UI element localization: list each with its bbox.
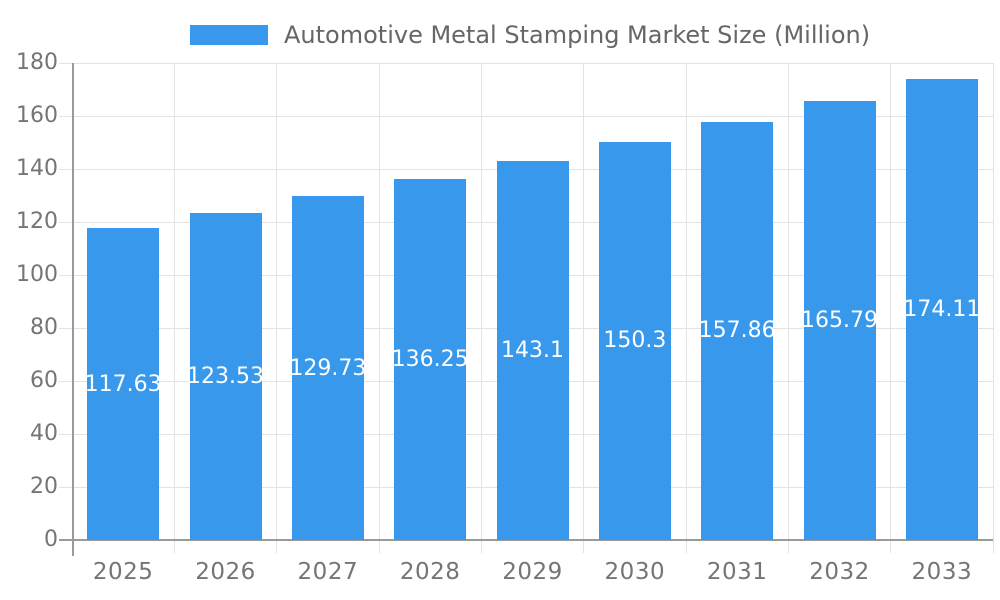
bar-2029[interactable]: 143.1 xyxy=(496,160,569,540)
x-axis-tick-label: 2030 xyxy=(604,559,666,585)
bar-value-label: 136.25 xyxy=(391,346,469,372)
legend[interactable]: Automotive Metal Stamping Market Size (M… xyxy=(190,21,870,49)
bar-value-label: 174.11 xyxy=(903,296,981,322)
x-axis-line xyxy=(59,539,993,541)
y-axis-line xyxy=(72,63,74,556)
y-axis-tick-label: 160 xyxy=(16,103,58,128)
bar-2027[interactable]: 129.73 xyxy=(289,196,367,540)
y-axis-tick-label: 100 xyxy=(16,262,58,287)
bar-2025[interactable]: 117.63 xyxy=(84,228,162,540)
y-axis-tick-label: 40 xyxy=(30,421,58,446)
x-axis-tick-label: 2027 xyxy=(297,559,359,585)
y-axis-tick-label: 140 xyxy=(16,156,58,181)
legend-swatch xyxy=(190,25,268,45)
bar-value-label: 117.63 xyxy=(84,371,162,397)
y-axis-tick-label: 80 xyxy=(30,315,58,340)
y-axis-tick-label: 0 xyxy=(44,527,58,552)
y-axis-tick-label: 20 xyxy=(30,474,58,499)
bar-2031[interactable]: 157.86 xyxy=(698,121,776,540)
bar-value-label: 143.1 xyxy=(501,337,564,363)
bar-value-label: 129.73 xyxy=(289,355,367,381)
x-axis-tick-label: 2032 xyxy=(809,559,870,585)
x-axis-tick-label: 2031 xyxy=(706,559,768,585)
x-gridline-3 xyxy=(378,63,380,553)
x-gridline-9 xyxy=(992,63,994,553)
bar-2030[interactable]: 150.3 xyxy=(598,141,671,540)
bar-2026[interactable]: 123.53 xyxy=(187,212,264,540)
x-axis-tick-label: 2026 xyxy=(195,559,256,585)
x-gridline-1 xyxy=(173,63,175,553)
y-axis-tick-label: 60 xyxy=(30,368,58,393)
x-gridline-7 xyxy=(787,63,789,553)
y-axis-tick-label: 120 xyxy=(16,209,58,234)
y-axis-tick-label: 180 xyxy=(16,50,58,75)
x-gridline-8 xyxy=(890,63,892,553)
x-gridline-2 xyxy=(276,63,278,553)
bar-2033[interactable]: 174.11 xyxy=(903,78,981,540)
bar-2028[interactable]: 136.25 xyxy=(391,178,469,540)
x-axis-tick-label: 2029 xyxy=(502,559,563,585)
y-gridline-160 xyxy=(59,115,993,117)
x-axis-tick-label: 2028 xyxy=(399,559,461,585)
x-gridline-4 xyxy=(480,63,482,553)
bar-value-label: 123.53 xyxy=(187,363,264,389)
x-gridline-5 xyxy=(583,63,585,553)
bar-value-label: 150.3 xyxy=(603,328,667,354)
x-axis-tick-label: 2033 xyxy=(911,559,973,585)
x-axis-tick-label: 2025 xyxy=(92,559,154,585)
bar-value-label: 157.86 xyxy=(698,318,776,344)
y-gridline-180 xyxy=(59,62,993,64)
legend-label: Automotive Metal Stamping Market Size (M… xyxy=(284,21,871,49)
bar-2032[interactable]: 165.79 xyxy=(801,100,878,540)
x-gridline-6 xyxy=(685,63,687,553)
bar-value-label: 165.79 xyxy=(801,307,878,333)
